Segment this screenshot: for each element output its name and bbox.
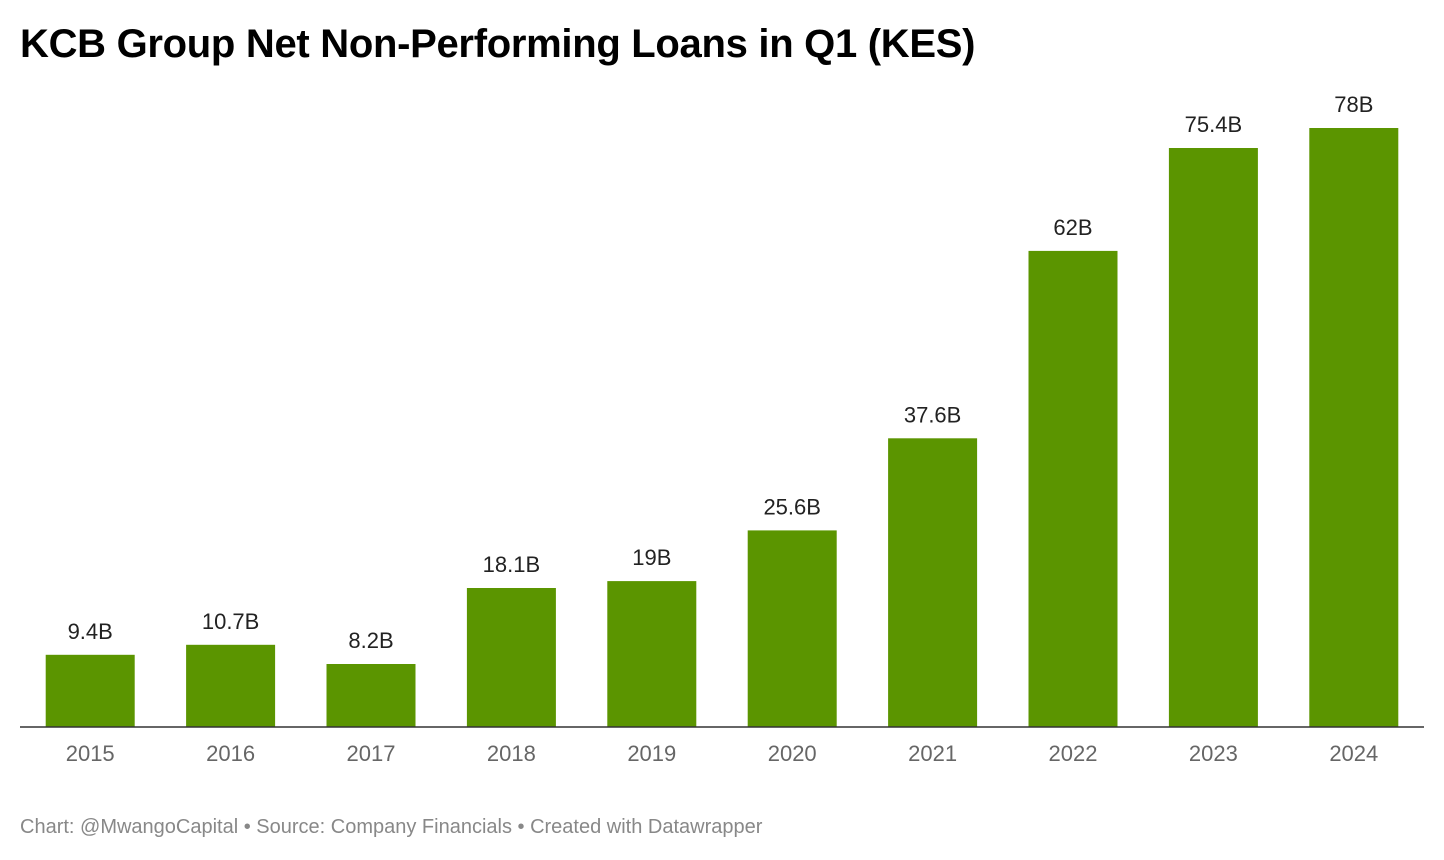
- bar-2015: [45, 654, 135, 727]
- bar-chart: 9.4B 10.7B 8.2B 18.1B 19B 25.6B 37.6B 62B 75.4B 7…: [20, 92, 1424, 766]
- value-label-2024: 78B: [1334, 92, 1373, 117]
- x-tick-label-2016: 2016: [206, 741, 255, 766]
- x-tick-label-2018: 2018: [487, 741, 536, 766]
- chart-footer: Chart: @MwangoCapital • Source: Company …: [20, 816, 763, 838]
- bar-2018: [466, 588, 556, 727]
- value-label-2020: 25.6B: [763, 494, 821, 519]
- x-tick-label-2021: 2021: [908, 741, 957, 766]
- bar-2021: [888, 438, 978, 727]
- value-labels-group: 9.4B 10.7B 8.2B 18.1B 19B 25.6B 37.6B 62B 75.4B 7…: [68, 92, 1374, 653]
- chart-title: KCB Group Net Non-Performing Loans in Q1…: [20, 22, 976, 66]
- value-label-2021: 37.6B: [904, 402, 962, 427]
- value-label-2018: 18.1B: [483, 552, 541, 577]
- x-tick-label-2017: 2017: [347, 741, 396, 766]
- value-label-2015: 9.4B: [68, 619, 113, 644]
- x-tick-label-2022: 2022: [1049, 741, 1098, 766]
- value-label-2023: 75.4B: [1185, 112, 1243, 137]
- value-label-2019: 19B: [632, 545, 671, 570]
- value-label-2016: 10.7B: [202, 609, 260, 634]
- x-tick-label-2024: 2024: [1329, 741, 1378, 766]
- bar-2017: [326, 664, 416, 727]
- x-tick-labels-group: 2015 2016 2017 2018 2019 2020 2021 2022 2023 2024: [66, 741, 1379, 766]
- x-tick-label-2015: 2015: [66, 741, 115, 766]
- bar-2020: [747, 530, 837, 727]
- bar-2022: [1028, 250, 1118, 727]
- bar-2016: [186, 644, 276, 727]
- bars-group: [45, 128, 1399, 727]
- value-label-2022: 62B: [1053, 215, 1092, 240]
- bar-2024: [1309, 128, 1399, 727]
- x-tick-label-2019: 2019: [627, 741, 676, 766]
- value-label-2017: 8.2B: [348, 628, 393, 653]
- x-tick-label-2023: 2023: [1189, 741, 1238, 766]
- bar-2019: [607, 581, 697, 727]
- x-tick-label-2020: 2020: [768, 741, 817, 766]
- bar-2023: [1168, 148, 1258, 727]
